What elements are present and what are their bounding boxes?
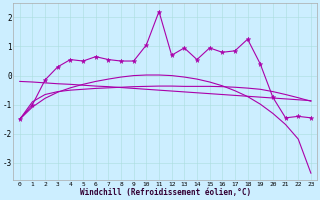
- X-axis label: Windchill (Refroidissement éolien,°C): Windchill (Refroidissement éolien,°C): [80, 188, 251, 197]
